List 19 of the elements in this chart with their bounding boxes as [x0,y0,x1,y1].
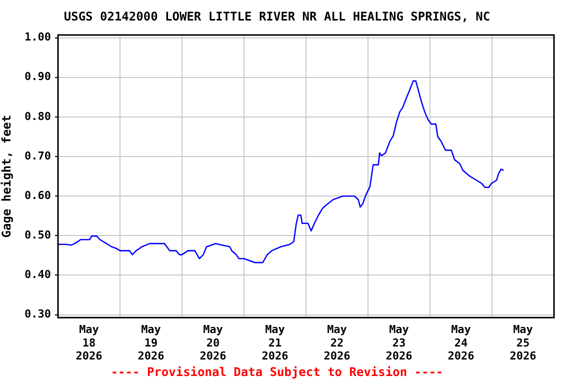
y-tick-label: 0.30 [24,308,51,321]
x-tick-label: May 18 2026 [76,323,103,362]
y-tick-label: 0.80 [24,110,51,123]
x-tick-label: May 23 2026 [386,323,413,362]
y-tick-label: 0.40 [24,268,51,282]
y-axis-title: Gage height, feet [0,114,14,238]
y-tick-label: 0.60 [24,188,51,202]
y-tick-label: 0.90 [24,70,51,84]
y-tick-label: 0.50 [24,228,51,242]
x-tick-label: May 20 2026 [200,323,227,362]
text: ---- Provisional Data Subject to Revision ---- [110,364,444,379]
chart-title: USGS 02142000 LOWER LITTLE RIVER NR ALL HEALING SPRINGS, NC [64,9,490,24]
x-tick-label: May 25 2026 [510,323,537,362]
x-tick-label: May 19 2026 [138,323,165,362]
x-tick-label: May 22 2026 [324,323,351,362]
x-tick-label: May 21 2026 [262,323,289,362]
x-tick-label: May 24 2026 [448,323,475,362]
y-tick-label: 1.00 [24,30,51,44]
y-tick-label: 0.70 [24,149,51,162]
